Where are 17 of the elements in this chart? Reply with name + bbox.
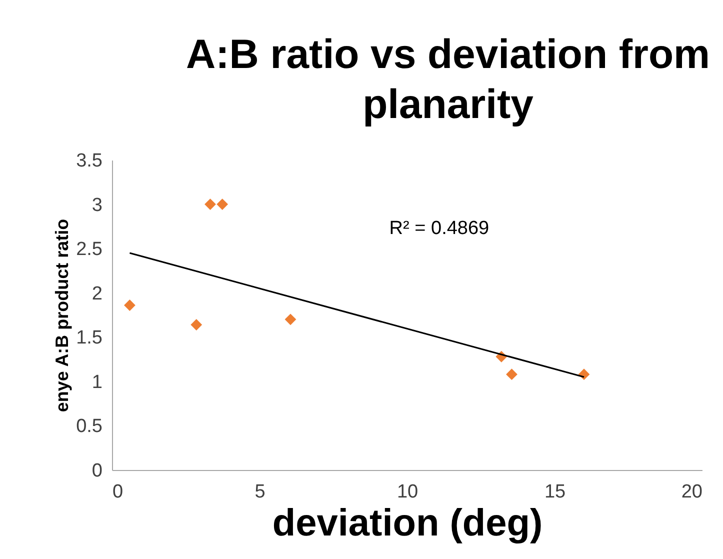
y-tick-label: 3.5 (76, 150, 102, 172)
y-tick-label: 3 (92, 194, 102, 216)
y-tick-label: 1 (92, 372, 102, 393)
annotation: R² = 0.4869 (389, 218, 490, 240)
x-tick-label: 15 (544, 482, 566, 502)
y-tick-label: 0.5 (76, 416, 102, 438)
x-tick-label: 20 (681, 482, 702, 502)
x-tick-label: 5 (254, 482, 266, 502)
x-axis-title: deviation (deg) (272, 502, 543, 544)
y-tick-label: 2 (92, 283, 102, 304)
y-tick-label: 0 (92, 460, 102, 482)
chart-title: A:B ratio vs deviation from planarity (186, 31, 710, 127)
y-tick-label: 1.5 (76, 328, 102, 349)
x-tick-label: 0 (112, 482, 124, 502)
y-tick-label: 2.5 (76, 239, 102, 260)
y-axis-title: enye A:B product ratio (52, 218, 72, 412)
x-tick-label: 10 (396, 482, 418, 502)
